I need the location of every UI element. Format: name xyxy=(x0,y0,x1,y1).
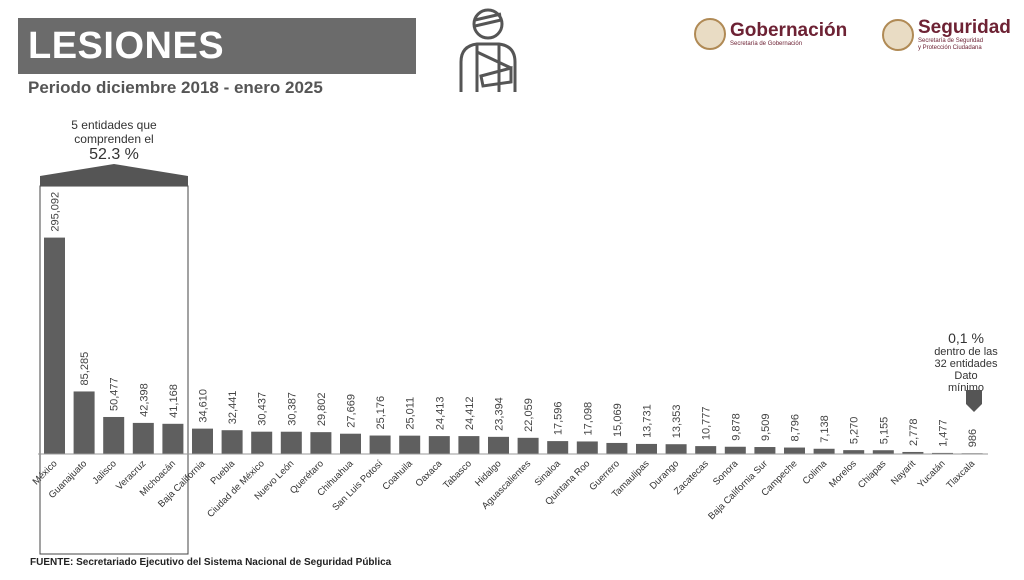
page-subtitle: Periodo diciembre 2018 - enero 2025 xyxy=(28,78,323,97)
value-label-4: 41,168 xyxy=(168,384,180,418)
page-title: LESIONES DOLOSAS xyxy=(18,18,416,123)
bar-20 xyxy=(636,443,657,454)
bar-21 xyxy=(665,444,687,454)
bar-22 xyxy=(695,446,717,454)
category-label-29: Nayarit xyxy=(889,458,918,487)
category-label-13: Oaxaca xyxy=(413,458,444,489)
top5-text-1: 5 entidades que xyxy=(71,118,157,132)
top5-text-2: comprenden el xyxy=(74,132,154,146)
logo-main-text: Seguridad xyxy=(918,17,1011,38)
bar-4 xyxy=(162,423,184,454)
value-label-21: 13,353 xyxy=(671,405,683,439)
min-marker-arrow xyxy=(966,390,982,412)
bar-23 xyxy=(724,446,746,454)
value-label-29: 2,778 xyxy=(908,418,920,446)
value-label-1: 85,285 xyxy=(79,352,91,386)
bar-11 xyxy=(369,435,391,454)
min-pct: 0,1 % xyxy=(948,330,984,346)
bar-6 xyxy=(221,430,243,454)
logo-sub-text-2: y Protección Ciudadana xyxy=(918,45,982,51)
bar-5 xyxy=(192,428,213,454)
value-label-5: 34,610 xyxy=(198,389,210,423)
bar-13 xyxy=(428,436,450,454)
bar-14 xyxy=(458,436,480,454)
bar-3 xyxy=(132,422,154,454)
bar-10 xyxy=(340,433,361,454)
source-note: FUENTE: Secretariado Ejecutivo del Siste… xyxy=(30,557,392,568)
min-text-3: Dato xyxy=(954,370,978,382)
bar-30 xyxy=(932,452,953,454)
category-label-2: Jalisco xyxy=(91,458,119,486)
category-label-30: Yucatán xyxy=(916,458,948,490)
value-label-13: 24,413 xyxy=(434,396,446,430)
bar-24 xyxy=(754,447,776,454)
value-label-17: 17,596 xyxy=(553,401,565,435)
logo-sub-text: Secretaría de Gobernación xyxy=(730,40,803,47)
value-label-2: 50,477 xyxy=(109,377,121,411)
value-label-27: 5,270 xyxy=(849,417,861,445)
bar-9 xyxy=(310,432,332,454)
value-label-15: 23,394 xyxy=(494,397,506,431)
seguridad-logo: Seguridad Secretaría de Seguridad y Prot… xyxy=(882,18,1011,52)
bar-28 xyxy=(872,450,894,454)
value-label-3: 42,398 xyxy=(138,383,150,417)
category-label-27: Morelos xyxy=(827,458,859,490)
value-label-18: 17,098 xyxy=(582,402,594,436)
value-label-23: 9,878 xyxy=(730,413,742,441)
value-label-7: 30,437 xyxy=(257,392,269,426)
value-label-22: 10,777 xyxy=(701,406,713,440)
value-label-30: 1,477 xyxy=(938,419,950,447)
category-label-0: México xyxy=(31,458,60,487)
bar-19 xyxy=(606,442,628,454)
value-label-20: 13,731 xyxy=(642,404,654,438)
gobernacion-logo: Gobernación Secretaría de Gobernación xyxy=(694,18,847,50)
category-label-26: Colima xyxy=(801,458,830,487)
value-label-25: 8,796 xyxy=(790,414,802,442)
value-label-14: 24,412 xyxy=(464,396,476,430)
bar-27 xyxy=(843,450,865,454)
value-label-24: 9,509 xyxy=(760,413,772,441)
value-label-28: 5,155 xyxy=(878,417,890,445)
bar-0 xyxy=(44,237,65,454)
value-label-16: 22,059 xyxy=(523,398,535,432)
seal-icon xyxy=(694,18,726,50)
category-label-31: Tlaxcala xyxy=(944,458,977,491)
value-label-10: 27,669 xyxy=(346,394,358,428)
logo-sub-text: Secretaría de Seguridad xyxy=(918,38,984,44)
value-label-6: 32,441 xyxy=(227,391,239,425)
top5-bracket-arrow xyxy=(40,164,188,186)
logo-main-text: Gobernación xyxy=(730,19,848,41)
category-label-14: Tabasco xyxy=(441,458,474,491)
bar-8 xyxy=(280,431,302,454)
bar-29 xyxy=(902,451,924,454)
value-label-12: 25,011 xyxy=(405,397,417,430)
bar-15 xyxy=(488,436,509,454)
value-label-8: 30,387 xyxy=(286,392,298,426)
bar-26 xyxy=(813,448,835,454)
bar-2 xyxy=(103,416,125,454)
bar-12 xyxy=(399,435,421,454)
top5-pct: 52.3 % xyxy=(89,146,139,163)
bar-25 xyxy=(784,447,805,454)
bar-16 xyxy=(517,437,539,454)
bar-17 xyxy=(547,441,569,454)
bar-1 xyxy=(73,391,95,454)
min-text-2: 32 entidades xyxy=(934,358,998,370)
value-label-31: 986 xyxy=(967,429,979,447)
top5-annotation: 5 entidades que comprenden el 52.3 % xyxy=(40,118,188,164)
category-label-12: Coahuila xyxy=(381,458,416,493)
value-label-0: 295,092 xyxy=(50,192,62,232)
value-label-26: 7,138 xyxy=(819,415,831,443)
category-label-28: Chiapas xyxy=(856,458,889,491)
bar-7 xyxy=(251,431,273,454)
value-label-9: 29,802 xyxy=(316,392,328,426)
injured-person-icon xyxy=(459,8,517,92)
seal-icon xyxy=(882,19,914,51)
bar-18 xyxy=(576,441,598,454)
value-label-19: 15,069 xyxy=(612,403,624,437)
value-label-11: 25,176 xyxy=(375,396,387,430)
min-text-1: dentro de las xyxy=(934,346,998,358)
